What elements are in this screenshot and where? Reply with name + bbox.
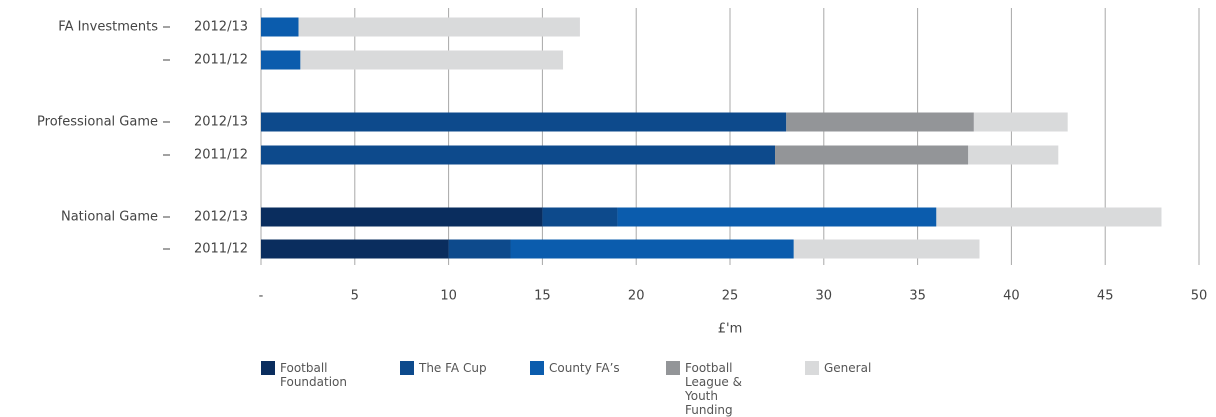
x-tick-label: 25 [722,289,739,304]
x-tick-label: 5 [351,289,359,304]
group-label: FA Investments [58,20,158,35]
bar-segment [261,17,299,37]
bar-segment [510,239,794,259]
x-tick-label: 35 [909,289,926,304]
bar-segment [617,207,937,227]
bar-segment [448,239,511,259]
group-label: Professional Game [37,115,158,130]
legend-label: The FA Cup [419,361,487,375]
x-tick-label: 50 [1191,289,1208,304]
y-tick-label: 2012/13 [194,115,248,130]
legend-label: General [824,361,872,375]
legend-swatch [261,361,275,375]
bar-segment [261,112,787,132]
bar-segment [300,50,564,70]
bar-segment [775,145,969,165]
y-tick-label: 2011/12 [194,53,248,68]
x-tick-label: 20 [628,289,645,304]
y-tick-label: 2012/13 [194,210,248,225]
y-tick-label: 2012/13 [194,20,248,35]
bar-segment [936,207,1162,227]
x-tick-label: - [259,289,264,304]
bar-segment [261,50,301,70]
bar-segment [298,17,580,37]
x-tick-label: 15 [534,289,551,304]
bar-segment [261,145,776,165]
group-label: National Game [61,210,158,225]
x-tick-label: 10 [440,289,457,304]
bar-segment [786,112,974,132]
legend-swatch [805,361,819,375]
x-axis-label: £'m [718,322,743,337]
bar-segment [793,239,980,259]
x-tick-label: 30 [816,289,833,304]
bar-segment [968,145,1059,165]
legend-swatch [666,361,680,375]
bar-segment [261,207,543,227]
legend-swatch [530,361,544,375]
x-tick-label: 45 [1097,289,1114,304]
bar-segment [973,112,1068,132]
legend-label: County FA’s [549,361,620,375]
legend-swatch [400,361,414,375]
x-tick-label: 40 [1003,289,1020,304]
y-tick-label: 2011/12 [194,148,248,163]
bar-segment [542,207,618,227]
bar-segment [261,239,449,259]
legend-label: Football League & Youth Funding [685,361,742,417]
legend-label: Football Foundation [280,361,347,389]
y-tick-label: 2011/12 [194,242,248,257]
